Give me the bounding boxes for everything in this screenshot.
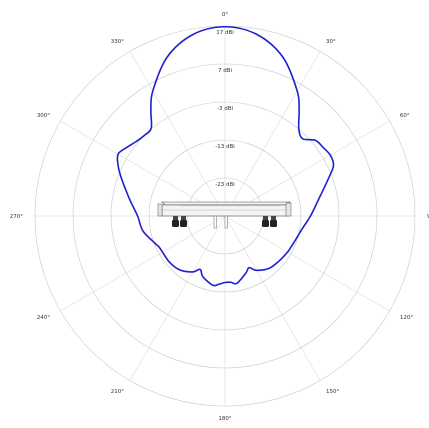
angle-tick-labels: 0° 30° 60° 90 120° 150° 180° 210° 240° 270° 300° 33… (10, 12, 429, 422)
grid-spoke (224, 215, 390, 312)
angle-tick-label: 300° (37, 113, 50, 119)
radiation-pattern-series (116, 25, 335, 287)
ring-label: 7 dBi (218, 68, 233, 74)
angle-tick-label: 60° (400, 113, 410, 119)
grid-spoke (224, 215, 321, 381)
angle-tick-label: 90 (427, 214, 429, 220)
angle-tick-label: 120° (400, 315, 413, 321)
ring-labels: -23 dBi -13 dBi -3 dBi 7 dBi 17 dBi (215, 30, 235, 188)
angle-tick-label: 240° (37, 315, 50, 321)
polar-grid (34, 25, 416, 407)
angle-tick-label: 0° (222, 12, 228, 18)
grid-spoke (129, 51, 226, 217)
grid-spoke (129, 215, 226, 381)
angle-tick-label: 30° (326, 39, 336, 45)
angle-tick-label: 330° (111, 39, 124, 45)
ring-label: 17 dBi (216, 30, 234, 36)
wall-mount-antenna-device-icon (157, 201, 292, 229)
angle-tick-label: 180° (218, 416, 231, 422)
angle-tick-label: 270° (10, 214, 23, 220)
angle-tick-label: 150° (326, 389, 339, 395)
grid-spoke (224, 120, 390, 217)
grid-spoke (60, 120, 226, 217)
ring-label: -13 dBi (215, 144, 235, 150)
angle-tick-label: 210° (111, 389, 124, 395)
grid-spoke (224, 51, 321, 217)
ring-label: -3 dBi (217, 106, 233, 112)
ring-label: -23 dBi (215, 182, 235, 188)
grid-spoke (60, 215, 226, 312)
